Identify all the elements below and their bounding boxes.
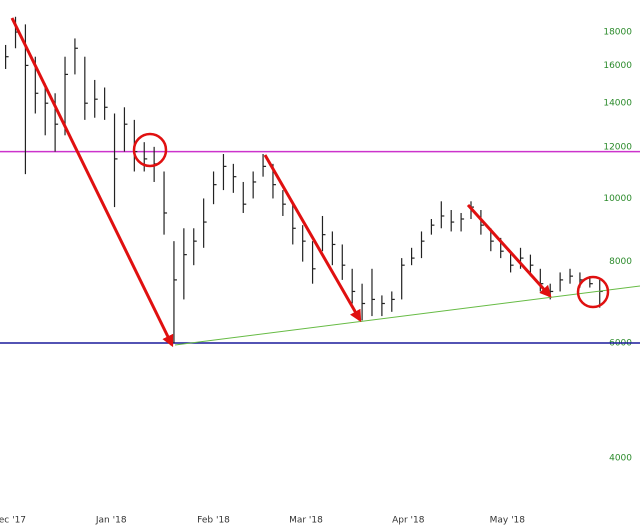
arrow xyxy=(263,154,362,323)
y-tick-label: 18000 xyxy=(603,28,632,38)
x-tick-label: Jan '18 xyxy=(95,516,127,526)
x-tick-label: Dec '17 xyxy=(0,516,26,526)
highlight-circle xyxy=(576,275,610,309)
plot: 4000600080001000012000140001600018000Dec… xyxy=(0,16,640,526)
y-tick-label: 12000 xyxy=(603,142,632,152)
x-tick-label: Apr '18 xyxy=(392,516,425,526)
x-tick-label: May '18 xyxy=(490,516,526,526)
x-tick-label: Mar '18 xyxy=(289,516,323,526)
y-tick-label: 10000 xyxy=(603,194,632,204)
y-tick-label: 8000 xyxy=(609,257,632,267)
x-tick-label: Feb '18 xyxy=(197,516,230,526)
y-tick-label: 14000 xyxy=(603,99,632,109)
highlight-circle xyxy=(132,132,168,168)
y-tick-label: 16000 xyxy=(603,61,632,71)
arrow xyxy=(466,203,552,298)
y-tick-label: 4000 xyxy=(609,453,632,463)
arrow xyxy=(10,17,174,348)
trend-line xyxy=(174,285,640,346)
